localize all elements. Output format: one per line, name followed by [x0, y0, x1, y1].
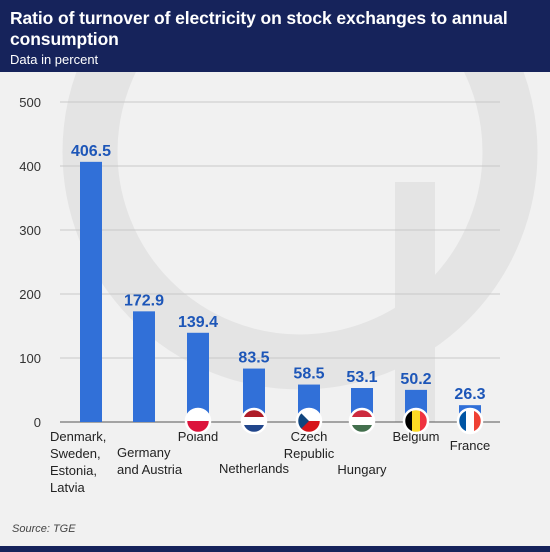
chart-area: 0 100 200 300 400 500 406.5 Denmark, Sweden, Esto… [0, 72, 550, 492]
category-label: and Austria [117, 462, 183, 477]
netherlands-flag-icon [242, 409, 266, 433]
value-label: 58.5 [293, 366, 324, 383]
chart-header: Ratio of turnover of electricity on stoc… [0, 0, 550, 72]
flag-border [402, 407, 430, 435]
y-tick-label: 500 [19, 95, 41, 110]
value-label: 172.9 [124, 292, 164, 309]
y-tick-label: 400 [19, 159, 41, 174]
y-tick-label: 200 [19, 287, 41, 302]
belgium-flag-icon [404, 409, 428, 433]
value-label: 26.3 [454, 386, 485, 403]
value-label: 139.4 [178, 314, 218, 331]
value-label: 50.2 [400, 371, 431, 388]
flag-border [348, 407, 376, 435]
category-label: Czech [291, 429, 328, 444]
value-label: 406.5 [71, 143, 111, 160]
category-label: Poland [178, 429, 218, 444]
y-tick-label: 100 [19, 351, 41, 366]
category-label: Latvia [50, 480, 85, 492]
bar [243, 368, 265, 422]
watermark-ring [62, 72, 538, 390]
watermark-stem [395, 182, 435, 422]
category-label: Sweden, [50, 446, 101, 461]
bottom-rule [0, 546, 550, 552]
flag-border [240, 407, 268, 435]
chart-subtitle: Data in percent [10, 52, 99, 67]
source-note: Source: TGE [12, 523, 76, 535]
category-label: Netherlands [219, 461, 290, 476]
bar [187, 332, 209, 422]
y-tick-label: 300 [19, 223, 41, 238]
france-flag-icon [458, 409, 482, 433]
category-label: Belgium [393, 429, 440, 444]
category-label: Germany [117, 445, 171, 460]
bar-chart: 0 100 200 300 400 500 406.5 Denmark, Sweden, Esto… [19, 72, 538, 492]
flag-border [456, 407, 484, 435]
chart-title: Ratio of turnover of electricity on stoc… [10, 8, 508, 49]
hungary-flag-icon [350, 409, 374, 433]
bar [80, 161, 102, 422]
value-label: 53.1 [346, 369, 377, 386]
flag-border [184, 407, 212, 435]
y-tick-label: 0 [34, 415, 41, 430]
category-label: France [450, 438, 490, 453]
bar [133, 311, 155, 422]
category-label: Denmark, [50, 429, 106, 444]
value-label: 83.5 [238, 350, 269, 367]
category-label: Estonia, [50, 463, 97, 478]
category-label: Republic [284, 446, 335, 461]
flag-border [295, 407, 323, 435]
category-label: Hungary [337, 462, 387, 477]
